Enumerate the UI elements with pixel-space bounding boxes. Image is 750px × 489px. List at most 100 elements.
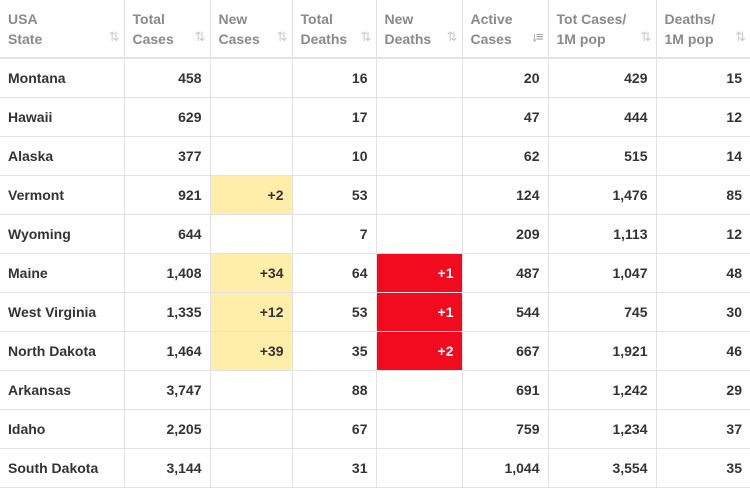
new-cases-cell [210, 409, 293, 449]
header-deaths-per-1m[interactable]: Deaths/1M pop ⇅ [656, 0, 750, 59]
table-row: Idaho 2,205 67 759 1,234 37 [0, 409, 750, 449]
sort-desc-icon[interactable]: ↓≡ [531, 29, 543, 44]
new-cases-cell: +12 [210, 292, 293, 332]
total-deaths-cell: 7 [292, 214, 377, 254]
header-line2: State [8, 30, 43, 47]
total-cases-cell: 629 [124, 97, 211, 137]
table-row: Vermont 921 +2 53 124 1,476 85 [0, 175, 750, 215]
header-line2: 1M pop [556, 30, 606, 47]
new-deaths-cell: +1 [376, 292, 463, 332]
header-total-cases[interactable]: Total Cases ⇅ [124, 0, 211, 59]
state-cell[interactable]: Hawaii [0, 97, 125, 137]
state-cell[interactable]: Idaho [0, 409, 125, 449]
header-row: USA State ⇅ Total Cases ⇅ New Cases ⇅ Total Dea… [0, 0, 750, 59]
tot-cases-per-1m-cell: 1,113 [548, 214, 657, 254]
deaths-per-1m-cell: 85 [656, 175, 750, 215]
header-usa-state[interactable]: USA State ⇅ [0, 0, 125, 59]
total-cases-cell: 1,408 [124, 253, 211, 293]
table-header: USA State ⇅ Total Cases ⇅ New Cases ⇅ Total Dea… [0, 0, 750, 59]
sort-icon[interactable]: ⇅ [194, 29, 206, 44]
sort-icon[interactable]: ⇅ [108, 29, 120, 44]
active-cases-cell: 1,044 [462, 448, 549, 488]
tot-cases-per-1m-cell: 1,234 [548, 409, 657, 449]
state-cell[interactable]: West Virginia [0, 292, 125, 332]
tot-cases-per-1m-cell: 3,554 [548, 448, 657, 488]
total-cases-cell: 1,335 [124, 292, 211, 332]
tot-cases-per-1m-cell: 515 [548, 136, 657, 176]
state-cell[interactable]: North Dakota [0, 331, 125, 371]
tot-cases-per-1m-cell: 429 [548, 58, 657, 98]
deaths-per-1m-cell: 46 [656, 331, 750, 371]
table-row: Maine 1,408 +34 64 +1 487 1,047 48 [0, 253, 750, 293]
new-deaths-cell [376, 214, 463, 254]
sort-icon[interactable]: ⇅ [360, 29, 372, 44]
header-total-deaths[interactable]: Total Deaths ⇅ [292, 0, 377, 59]
tot-cases-per-1m-cell: 1,047 [548, 253, 657, 293]
tot-cases-per-1m-cell: 1,242 [548, 370, 657, 410]
total-cases-cell: 377 [124, 136, 211, 176]
header-line2: 1M pop [664, 30, 714, 47]
header-line2: Cases [132, 30, 174, 47]
state-cell[interactable]: Vermont [0, 175, 125, 215]
sort-icon[interactable]: ⇅ [276, 29, 288, 44]
new-deaths-cell [376, 448, 463, 488]
new-cases-cell [210, 370, 293, 410]
total-deaths-cell: 53 [292, 292, 377, 332]
total-cases-cell: 3,747 [124, 370, 211, 410]
new-deaths-cell [376, 175, 463, 215]
header-line2: Cases [470, 30, 512, 47]
deaths-per-1m-cell: 29 [656, 370, 750, 410]
total-deaths-cell: 16 [292, 58, 377, 98]
deaths-per-1m-cell: 48 [656, 253, 750, 293]
total-deaths-cell: 17 [292, 97, 377, 137]
state-cell[interactable]: Arkansas [0, 370, 125, 410]
state-cell[interactable]: Alaska [0, 136, 125, 176]
state-cell[interactable]: Maine [0, 253, 125, 293]
new-deaths-cell [376, 136, 463, 176]
active-cases-cell: 62 [462, 136, 549, 176]
total-deaths-cell: 67 [292, 409, 377, 449]
new-deaths-cell [376, 370, 463, 410]
header-line2: Deaths [300, 30, 348, 47]
sort-icon[interactable]: ⇅ [640, 29, 652, 44]
table-row: North Dakota 1,464 +39 35 +2 667 1,921 46 [0, 331, 750, 371]
header-new-cases[interactable]: New Cases ⇅ [210, 0, 293, 59]
sort-icon[interactable]: ⇅ [446, 29, 458, 44]
table-row: Wyoming 644 7 209 1,113 12 [0, 214, 750, 254]
active-cases-cell: 759 [462, 409, 549, 449]
header-active-cases[interactable]: Active Cases ↓≡ [462, 0, 549, 59]
tot-cases-per-1m-cell: 1,921 [548, 331, 657, 371]
header-line1: Total [132, 10, 165, 27]
header-line2: Deaths [384, 30, 432, 47]
deaths-per-1m-cell: 14 [656, 136, 750, 176]
total-deaths-cell: 53 [292, 175, 377, 215]
tot-cases-per-1m-cell: 444 [548, 97, 657, 137]
new-cases-cell [210, 136, 293, 176]
new-cases-cell: +34 [210, 253, 293, 293]
table-row: Arkansas 3,747 88 691 1,242 29 [0, 370, 750, 410]
new-cases-cell: +39 [210, 331, 293, 371]
deaths-per-1m-cell: 12 [656, 214, 750, 254]
new-cases-cell: +2 [210, 175, 293, 215]
total-deaths-cell: 31 [292, 448, 377, 488]
state-cell[interactable]: Wyoming [0, 214, 125, 254]
state-cell[interactable]: Montana [0, 58, 125, 98]
table-row: Alaska 377 10 62 515 14 [0, 136, 750, 176]
deaths-per-1m-cell: 12 [656, 97, 750, 137]
new-cases-cell [210, 214, 293, 254]
header-line1: Deaths/ [664, 10, 716, 27]
header-line2: Cases [218, 30, 260, 47]
header-line1: Tot Cases/ [556, 10, 627, 27]
table-row: South Dakota 3,144 31 1,044 3,554 35 [0, 448, 750, 488]
table-body: Montana 458 16 20 429 15 Hawaii 629 17 47 444 12 Ala… [0, 58, 750, 488]
new-deaths-cell [376, 97, 463, 137]
total-cases-cell: 921 [124, 175, 211, 215]
header-tot-cases-per-1m[interactable]: Tot Cases/1M pop ⇅ [548, 0, 657, 59]
active-cases-cell: 667 [462, 331, 549, 371]
state-cell[interactable]: South Dakota [0, 448, 125, 488]
sort-icon[interactable]: ⇅ [735, 29, 746, 44]
new-cases-cell [210, 58, 293, 98]
total-cases-cell: 2,205 [124, 409, 211, 449]
header-new-deaths[interactable]: New Deaths ⇅ [376, 0, 463, 59]
active-cases-cell: 20 [462, 58, 549, 98]
